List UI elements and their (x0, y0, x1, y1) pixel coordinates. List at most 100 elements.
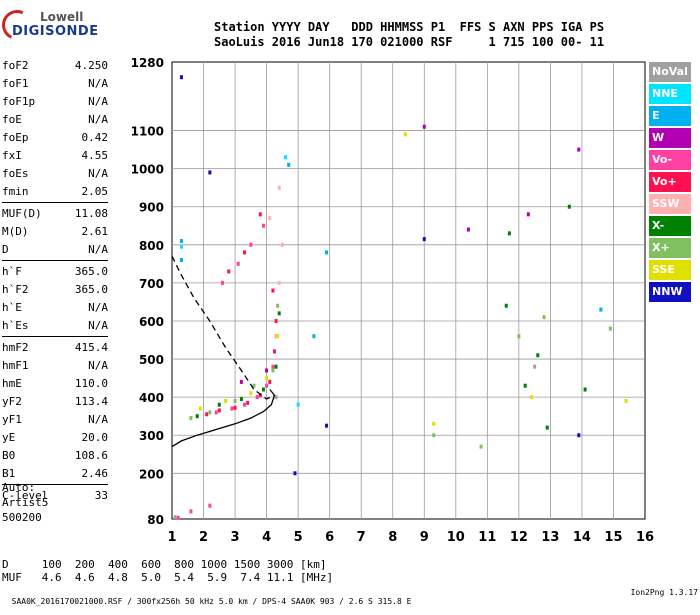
legend-item: X- (649, 216, 691, 236)
param-label: MUF(D) (2, 207, 42, 220)
legend-item: NNW (649, 282, 691, 302)
param-value: 110.0 (74, 377, 108, 390)
param-row: D N/A (2, 241, 108, 259)
echo-point (176, 515, 180, 520)
echo-point (179, 258, 183, 263)
echo-point (599, 307, 603, 312)
param-label: hmF1 (2, 359, 29, 372)
param-row: h`Es N/A (2, 317, 108, 335)
legend-item: NoVal (649, 62, 691, 82)
legend-item: SSW (649, 194, 691, 214)
param-row: MUF(D) 11.08 (2, 205, 108, 223)
x-tick-label: 5 (294, 530, 303, 545)
param-separator (2, 484, 108, 485)
param-separator (2, 260, 108, 261)
param-value: 365.0 (74, 283, 108, 296)
echo-point (224, 398, 228, 403)
param-value: 4.250 (74, 59, 108, 72)
param-row: foEs N/A (2, 165, 108, 183)
echo-point (252, 383, 256, 388)
x-tick-label: 14 (573, 530, 591, 545)
param-label: yE (2, 431, 16, 444)
echo-point (276, 303, 280, 308)
param-value: 365.0 (74, 265, 108, 278)
echo-point (268, 379, 272, 384)
param-value: 0.42 (81, 131, 109, 144)
y-tick-label: 1280 (131, 56, 164, 70)
header-line-1: Station YYYY DAY DDD HHMMSS P1 FFS S AXN… (214, 20, 605, 34)
param-label: foEp (2, 131, 29, 144)
param-label: D (2, 243, 9, 256)
param-label: h`F (2, 265, 22, 278)
echo-point (274, 318, 278, 323)
echo-point (542, 315, 546, 320)
param-row: h`E N/A (2, 299, 108, 317)
param-row: hmF2 415.4 (2, 339, 108, 357)
param-label: h`F2 (2, 283, 29, 296)
logo-line-1: Lowell (40, 10, 84, 24)
param-value: N/A (88, 77, 108, 90)
echo-point (507, 231, 511, 236)
param-value: 33 (94, 489, 108, 502)
param-value: 11.08 (74, 207, 108, 220)
x-tick-label: 16 (636, 530, 654, 545)
muf-curve-dashed (171, 255, 275, 400)
echo-point (230, 406, 234, 411)
station-header: Station YYYY DAY DDD HHMMSS P1 FFS S AXN… (214, 20, 604, 50)
echo-point (577, 147, 581, 152)
echo-point (208, 503, 212, 508)
echo-point (271, 368, 275, 373)
echo-point (583, 387, 587, 392)
param-row: yF2 113.4 (2, 393, 108, 411)
echo-point (205, 412, 209, 417)
param-label: M(D) (2, 225, 29, 238)
x-tick-label: 12 (510, 530, 528, 545)
echo-point (312, 334, 316, 339)
digisonde-logo: Lowell DIGISONDE (0, 5, 110, 46)
echo-point (567, 204, 571, 209)
y-tick-label: 80 (147, 513, 164, 527)
param-label: C-level (2, 489, 49, 502)
echo-point (325, 423, 329, 428)
echo-point (236, 261, 240, 266)
echo-point (526, 212, 530, 217)
legend-item: Vo+ (649, 172, 691, 192)
param-row: fmin 2.05 (2, 183, 108, 201)
echo-point (233, 405, 237, 410)
x-tick-label: 15 (604, 530, 622, 545)
echo-point (265, 368, 269, 373)
param-row: foF1p N/A (2, 93, 108, 111)
param-row: h`F 365.0 (2, 263, 108, 281)
param-label: yF2 (2, 395, 22, 408)
echo-point (189, 509, 193, 514)
param-label: B0 (2, 449, 16, 462)
echo-point (274, 395, 278, 400)
param-value: N/A (88, 113, 108, 126)
parameter-table: foF2 4.250 foF1 N/A foF1p N/A foE N/A foEp 0.42 fx… (2, 57, 108, 505)
legend-item: W (649, 128, 691, 148)
x-tick-label: 6 (325, 530, 334, 545)
echo-point (243, 402, 247, 407)
param-value: N/A (88, 301, 108, 314)
echo-point (422, 237, 426, 242)
muf-frequency-row: MUF 4.6 4.6 4.8 5.0 5.4 5.9 7.4 11.1 [MH… (2, 571, 334, 584)
param-value: 2.61 (81, 225, 109, 238)
echo-point (261, 387, 265, 392)
x-tick-label: 13 (541, 530, 559, 545)
legend-item: Vo- (649, 150, 691, 170)
echo-point (277, 280, 281, 285)
y-tick-label: 900 (139, 201, 164, 215)
param-label: fmin (2, 185, 29, 198)
param-label: h`Es (2, 319, 29, 332)
param-label: foEs (2, 167, 29, 180)
auto-version: 500200 (2, 511, 42, 524)
param-separator (2, 202, 108, 203)
echo-point (258, 393, 262, 398)
param-label: h`E (2, 301, 22, 314)
echo-point (479, 444, 483, 449)
y-tick-label: 200 (139, 467, 164, 481)
param-label: hmE (2, 377, 22, 390)
param-row: h`F2 365.0 (2, 281, 108, 299)
echo-point (239, 397, 243, 402)
echo-point (523, 383, 527, 388)
